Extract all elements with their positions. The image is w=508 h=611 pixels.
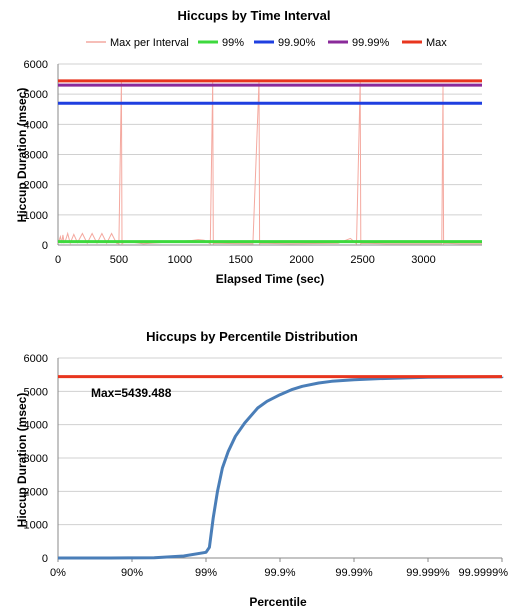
chart1-legend: Max per Interval 99% 99.90% 99.99% Max <box>86 37 447 49</box>
chart1-y-tick-label: 1000 <box>24 210 48 222</box>
chart1-y-tick-label: 3000 <box>24 150 48 162</box>
chart2-x-tick-label: 99.99% <box>335 567 373 579</box>
chart2-percentile-curve <box>58 375 504 560</box>
chart1-series <box>57 79 482 246</box>
chart1-y-axis-label: Hiccup Duration (msec) <box>15 88 29 223</box>
chart1-legend-label: 99.99% <box>352 37 390 49</box>
chart2-y-tick-label: 6000 <box>24 353 48 365</box>
chart1-grid <box>57 63 482 246</box>
chart2-x-tick-label: 0% <box>50 567 66 579</box>
chart2-y-tick-label: 3000 <box>24 453 48 465</box>
chart1-series-line <box>57 82 482 246</box>
chart1-x-tick-label: 0 <box>55 254 61 266</box>
chart1-x-tick-label: 500 <box>110 254 128 266</box>
chart1-legend-label: 99.90% <box>278 37 316 49</box>
max-annotation: Max=5439.488 <box>91 386 172 400</box>
chart2-y-ticks: 0 1000 2000 3000 4000 5000 6000 <box>24 353 48 565</box>
chart2-y-axis-label: Hiccup Duration (msec) <box>15 393 29 528</box>
percentile-chart: Hiccups by Percentile Distribution 0 1000… <box>15 329 508 609</box>
chart2-y-tick-label: 0 <box>42 553 48 565</box>
chart2-x-axis-label: Percentile <box>249 595 307 609</box>
chart2-x-tick-label: 99.9999% <box>458 567 508 579</box>
chart1-y-tick-label: 6000 <box>24 59 48 71</box>
chart1-legend-label: Max <box>426 37 447 49</box>
chart2-title: Hiccups by Percentile Distribution <box>146 329 358 344</box>
chart1-y-ticks: 0 1000 2000 3000 4000 5000 6000 <box>24 59 48 252</box>
chart2-y-tick-label: 4000 <box>24 420 48 432</box>
chart2-x-tick-label: 99% <box>195 567 217 579</box>
chart2-x-tick-label: 99.999% <box>406 567 450 579</box>
chart2-series <box>58 375 504 560</box>
chart1-y-tick-label: 0 <box>42 240 48 252</box>
chart1-x-tick-label: 3000 <box>411 254 435 266</box>
chart1-x-tick-label: 2000 <box>289 254 313 266</box>
chart1-x-axis-label: Elapsed Time (sec) <box>216 272 325 286</box>
chart1-y-tick-label: 2000 <box>24 180 48 192</box>
chart1-x-ticks: 0 500 1000 1500 2000 2500 3000 <box>55 254 436 266</box>
chart1-y-tick-label: 4000 <box>24 119 48 131</box>
chart1-y-tick-label: 5000 <box>24 89 48 101</box>
chart1-x-tick-label: 1500 <box>229 254 253 266</box>
time-interval-chart: Hiccups by Time Interval Max per Interva… <box>15 8 482 286</box>
chart1-title: Hiccups by Time Interval <box>178 8 331 23</box>
chart2-y-tick-label: 1000 <box>24 520 48 532</box>
chart1-x-tick-label: 1000 <box>168 254 192 266</box>
chart2-x-tick-label: 90% <box>121 567 143 579</box>
chart2-y-tick-label: 5000 <box>24 386 48 398</box>
chart1-legend-label: 99% <box>222 37 244 49</box>
chart2-x-ticks: 0% 90% 99% 99.9% 99.99% 99.999% 99.9999% <box>50 558 508 579</box>
chart1-legend-label: Max per Interval <box>110 37 189 49</box>
chart2-x-tick-label: 99.9% <box>264 567 295 579</box>
chart1-x-tick-label: 2500 <box>350 254 374 266</box>
chart2-y-tick-label: 2000 <box>24 486 48 498</box>
